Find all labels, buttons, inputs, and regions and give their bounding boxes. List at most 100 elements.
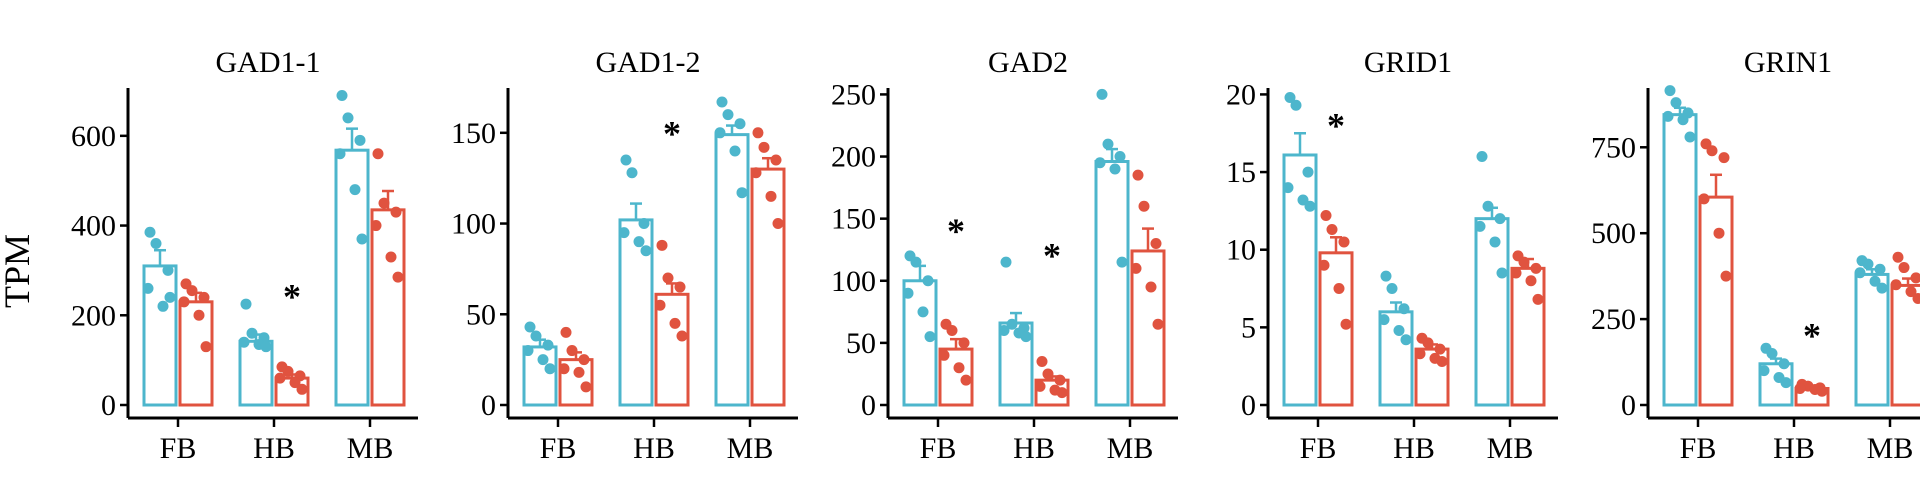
data-point bbox=[1094, 157, 1106, 169]
data-point bbox=[1036, 356, 1048, 368]
data-point bbox=[1816, 385, 1828, 397]
panel-title: GRID1 bbox=[1364, 46, 1452, 79]
data-point bbox=[722, 109, 734, 121]
panel-title: GAD1-1 bbox=[216, 46, 321, 79]
x-tick-label: FB bbox=[1680, 432, 1717, 465]
data-point bbox=[1000, 256, 1012, 268]
data-point bbox=[960, 374, 972, 386]
data-point bbox=[1482, 200, 1494, 212]
chart-panel-gad2: GAD2 0 50 100 150 200 250 FB HB MB * * bbox=[831, 46, 1178, 465]
y-tick-label: 750 bbox=[1591, 131, 1636, 164]
data-point bbox=[1138, 200, 1150, 212]
x-tick-label: HB bbox=[1013, 432, 1055, 465]
data-point bbox=[560, 326, 572, 338]
data-point bbox=[378, 197, 390, 209]
data-point bbox=[669, 317, 681, 329]
data-point bbox=[1109, 163, 1121, 175]
data-point bbox=[1518, 256, 1530, 268]
data-point bbox=[566, 345, 578, 357]
data-point bbox=[1282, 182, 1294, 194]
data-point bbox=[238, 336, 250, 348]
data-point bbox=[542, 339, 554, 351]
data-point bbox=[354, 134, 366, 146]
chart-panel-grin1: GRIN1 0 250 500 750 FB HB MB * bbox=[1591, 46, 1920, 465]
data-point bbox=[1854, 267, 1866, 279]
data-point bbox=[1006, 318, 1018, 330]
data-point bbox=[1876, 282, 1888, 294]
data-point bbox=[638, 218, 650, 230]
data-point bbox=[626, 167, 638, 179]
bar bbox=[750, 167, 786, 407]
data-point bbox=[198, 291, 210, 303]
data-point bbox=[544, 363, 556, 375]
data-point bbox=[240, 298, 252, 310]
data-point bbox=[1794, 383, 1806, 395]
significance-marker: * bbox=[663, 113, 681, 153]
data-point bbox=[1662, 110, 1674, 122]
data-point bbox=[620, 154, 632, 166]
data-point bbox=[558, 363, 570, 375]
data-point bbox=[1684, 131, 1696, 143]
data-point bbox=[1720, 270, 1732, 282]
data-point bbox=[674, 281, 686, 293]
data-point bbox=[1510, 267, 1522, 279]
data-point bbox=[392, 271, 404, 283]
data-point bbox=[1905, 286, 1917, 298]
data-point bbox=[1393, 324, 1405, 336]
data-point bbox=[1532, 293, 1544, 305]
data-point bbox=[618, 227, 630, 239]
data-point bbox=[729, 145, 741, 157]
data-point bbox=[1766, 347, 1778, 359]
y-tick-label: 250 bbox=[831, 78, 876, 111]
data-point bbox=[1496, 267, 1508, 279]
x-tick-label: FB bbox=[540, 432, 577, 465]
data-point bbox=[144, 226, 156, 238]
data-point bbox=[1326, 224, 1338, 236]
data-point bbox=[1398, 303, 1410, 315]
data-point bbox=[186, 285, 198, 297]
data-point bbox=[924, 331, 936, 343]
data-point bbox=[1434, 343, 1446, 355]
bar bbox=[654, 292, 690, 407]
panel-title: GAD1-2 bbox=[596, 46, 701, 79]
data-point bbox=[946, 324, 958, 336]
data-point bbox=[1530, 262, 1542, 274]
data-point bbox=[1340, 318, 1352, 330]
data-point bbox=[1869, 275, 1881, 287]
chart-panel-gad1-2: GAD1-2 0 50 100 150 FB HB MB * bbox=[451, 46, 798, 465]
data-point bbox=[1102, 138, 1114, 150]
data-point bbox=[1874, 263, 1886, 275]
data-point bbox=[1494, 213, 1506, 225]
data-point bbox=[1132, 169, 1144, 181]
data-point bbox=[573, 366, 585, 378]
data-point bbox=[910, 256, 922, 268]
data-point bbox=[902, 287, 914, 299]
bar bbox=[1510, 266, 1546, 407]
data-point bbox=[1150, 238, 1162, 249]
data-point bbox=[578, 354, 590, 366]
data-point bbox=[1898, 262, 1910, 274]
data-point bbox=[1525, 275, 1537, 287]
data-point bbox=[1476, 151, 1488, 163]
y-tick-label: 600 bbox=[71, 120, 116, 153]
bar bbox=[1094, 160, 1130, 407]
bar bbox=[1474, 217, 1510, 407]
data-point bbox=[142, 282, 154, 294]
data-point bbox=[758, 141, 770, 153]
data-point bbox=[654, 299, 666, 311]
data-point bbox=[1284, 92, 1296, 104]
data-point bbox=[1718, 152, 1730, 164]
data-point bbox=[336, 89, 348, 101]
y-tick-label: 15 bbox=[1226, 156, 1256, 189]
bar bbox=[1698, 195, 1734, 407]
x-tick-label: MB bbox=[1867, 432, 1914, 465]
significance-marker: * bbox=[283, 277, 301, 317]
bar bbox=[1378, 310, 1414, 407]
significance-marker: * bbox=[1327, 105, 1345, 145]
data-point bbox=[178, 296, 190, 308]
x-tick-label: MB bbox=[727, 432, 774, 465]
data-point bbox=[1378, 314, 1390, 326]
x-tick-label: HB bbox=[633, 432, 675, 465]
data-point bbox=[349, 184, 361, 196]
